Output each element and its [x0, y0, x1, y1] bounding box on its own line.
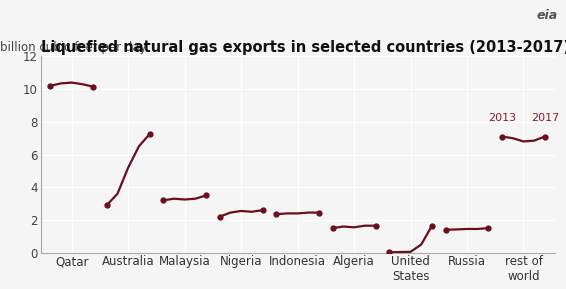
- Text: 2017: 2017: [531, 113, 559, 123]
- Text: billion cubic feet per day: billion cubic feet per day: [0, 41, 146, 54]
- Text: Liquefied natural gas exports in selected countries (2013-2017): Liquefied natural gas exports in selecte…: [41, 40, 566, 55]
- Text: eia: eia: [537, 9, 558, 22]
- Text: 2013: 2013: [488, 113, 516, 123]
